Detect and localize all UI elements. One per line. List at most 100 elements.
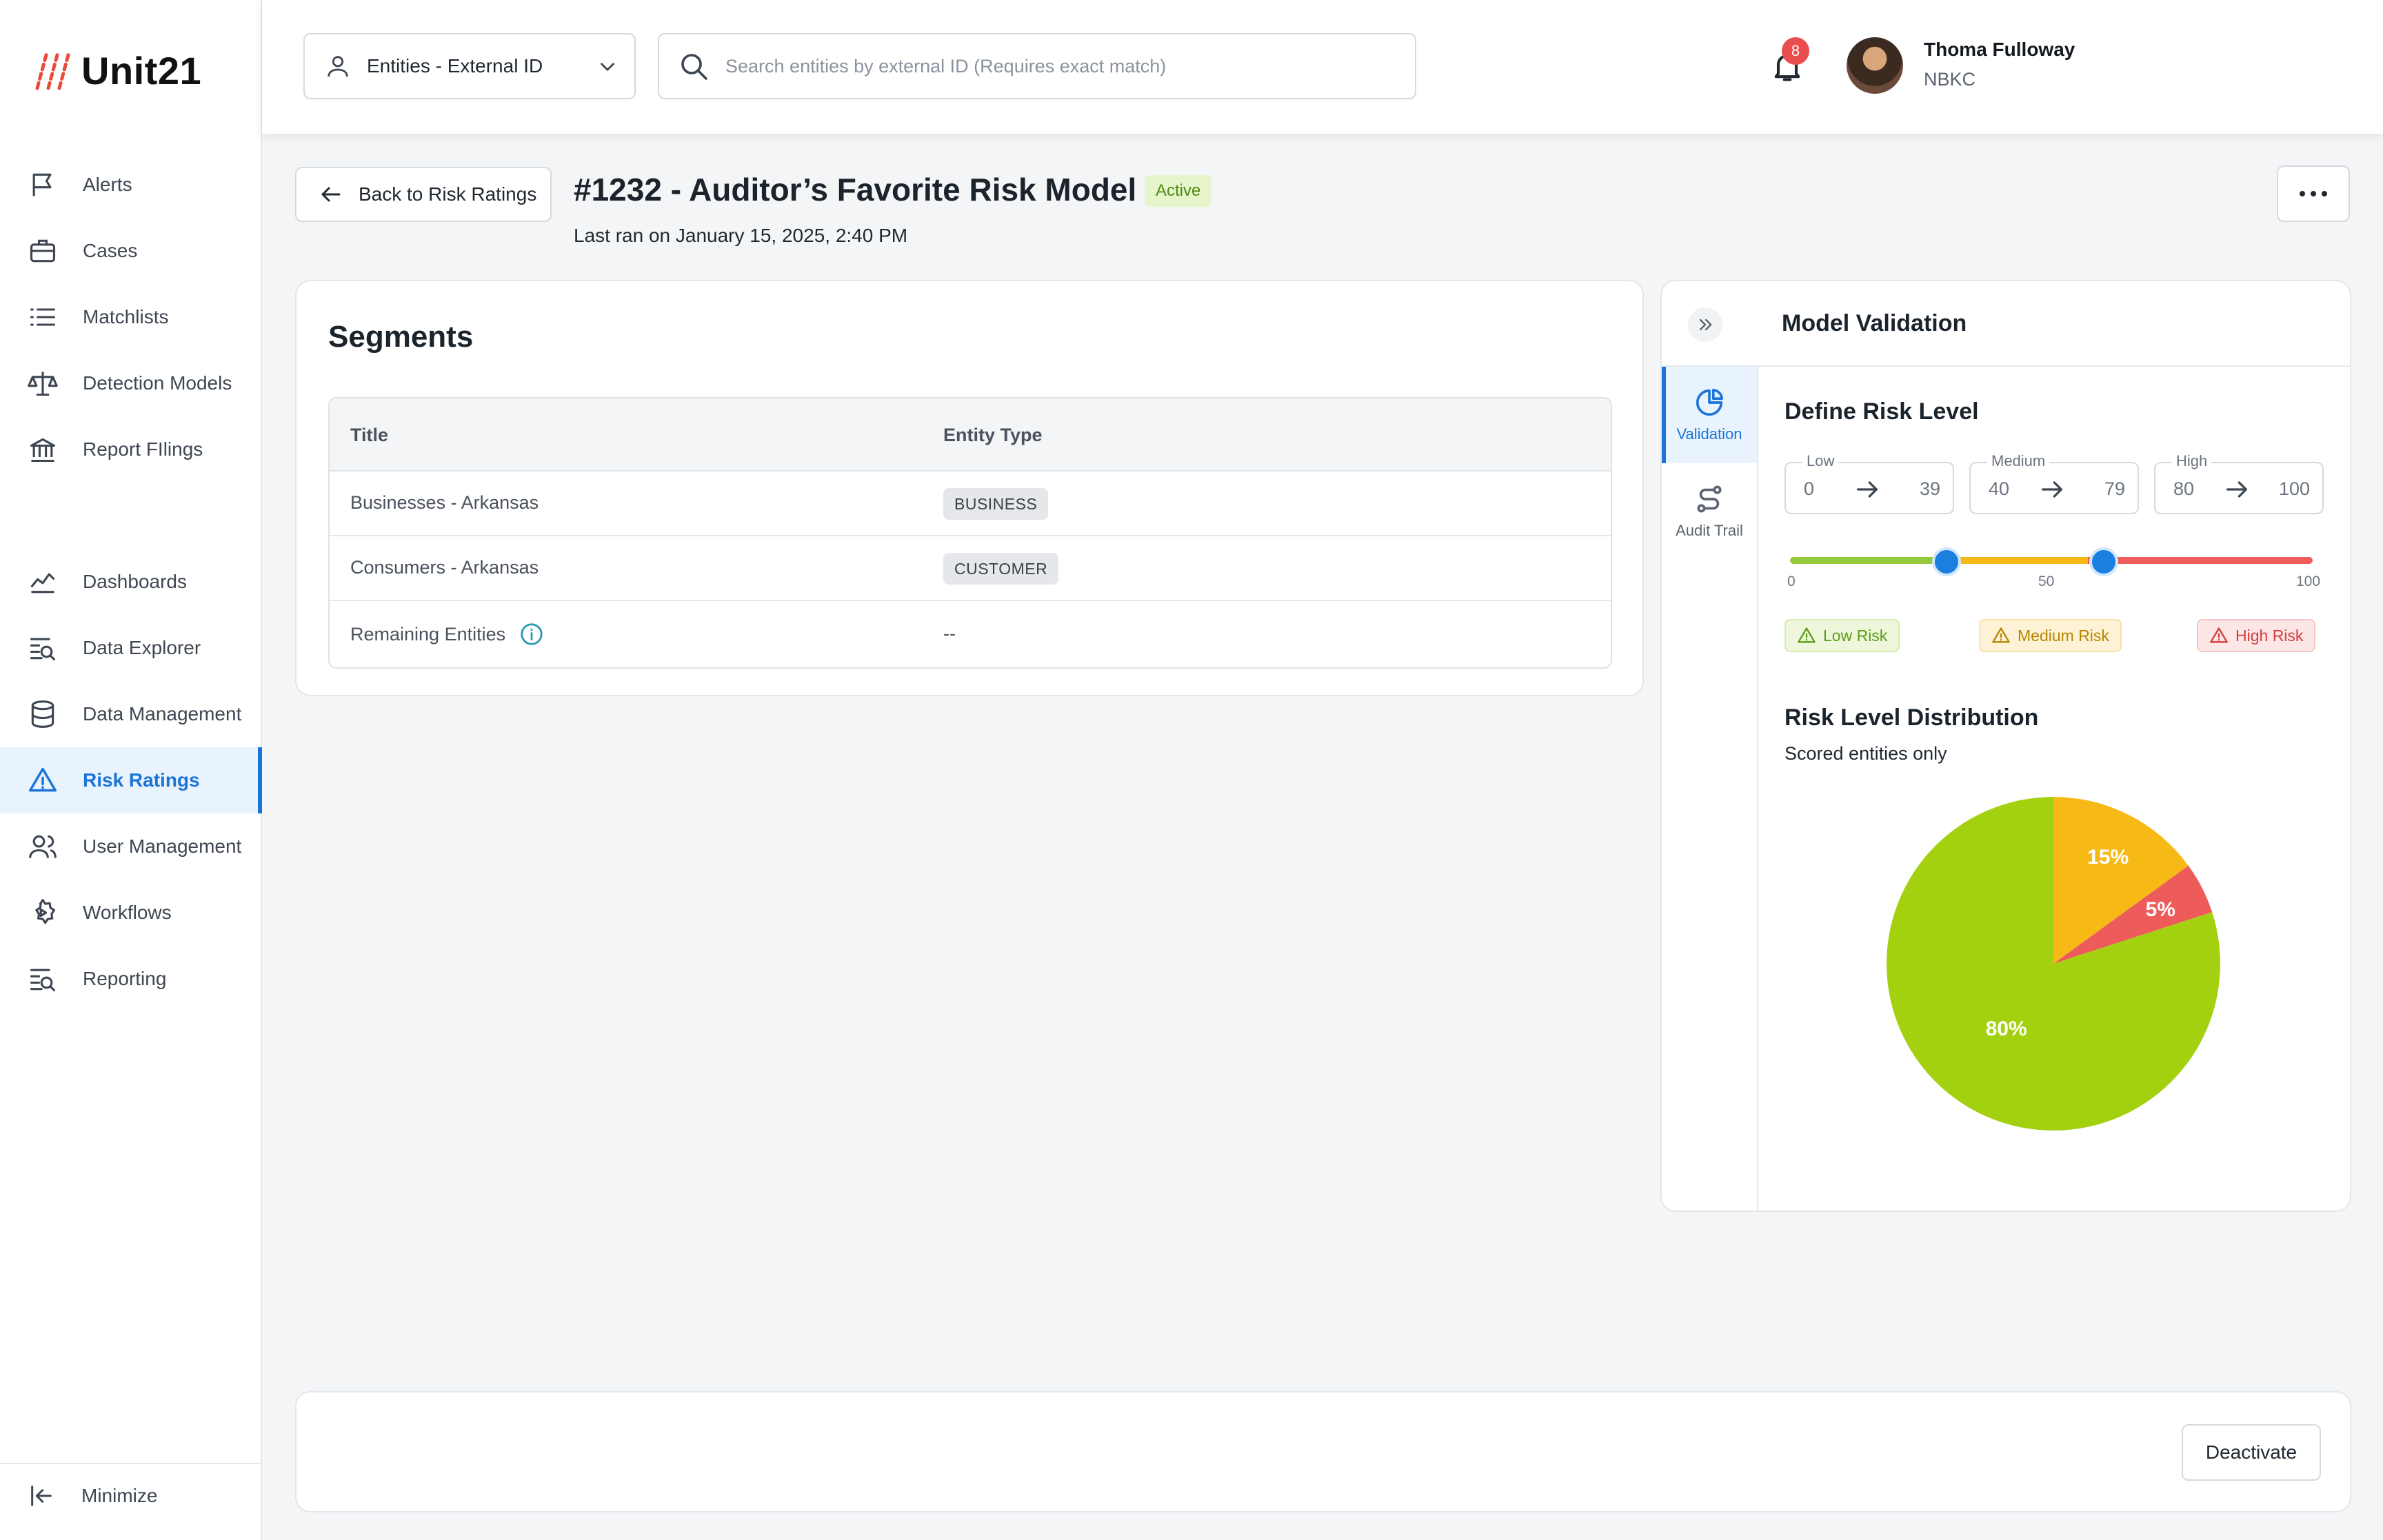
deactivate-button[interactable]: Deactivate bbox=[2182, 1424, 2321, 1481]
entity-type-cell: CUSTOMER bbox=[943, 553, 1059, 585]
sidebar-item-report-filings[interactable]: Report FIlings bbox=[0, 416, 262, 483]
pie-slice[interactable] bbox=[2053, 865, 2213, 964]
sidebar-divider bbox=[0, 1463, 262, 1464]
page-title: #1232 - Auditor’s Favorite Risk Model bbox=[574, 172, 1137, 207]
back-to-risk-ratings-button[interactable]: Back to Risk Ratings bbox=[295, 167, 552, 222]
entity-type-empty: -- bbox=[943, 623, 956, 644]
arrow-right-icon bbox=[2226, 481, 2247, 498]
range-from: 0 bbox=[1804, 478, 1815, 499]
sidebar-item-risk-ratings[interactable]: Risk Ratings bbox=[0, 747, 262, 813]
sidebar-item-label: Reporting bbox=[83, 968, 167, 989]
collapse-panel-button[interactable] bbox=[1688, 307, 1722, 342]
sidebar-item-dashboards[interactable]: Dashboards bbox=[0, 549, 262, 615]
high-risk-chip: High Risk bbox=[2197, 619, 2316, 652]
list-icon bbox=[30, 308, 56, 326]
search-icon bbox=[681, 54, 707, 80]
chip-label: Low Risk bbox=[1823, 626, 1888, 645]
scale-icon bbox=[28, 372, 58, 396]
high-range-field[interactable]: High 80 100 bbox=[2154, 452, 2324, 514]
dot-icon bbox=[2300, 191, 2305, 196]
back-label: Back to Risk Ratings bbox=[359, 183, 537, 205]
chart-line-icon bbox=[30, 573, 55, 594]
low-range-field[interactable]: Low 0 39 bbox=[1784, 452, 1954, 514]
tab-validation[interactable]: Validation bbox=[1662, 367, 1757, 463]
sidebar-item-label: Detection Models bbox=[83, 372, 232, 394]
arrow-right-icon bbox=[2042, 481, 2062, 498]
risk-slider-track[interactable] bbox=[1790, 557, 2313, 564]
chip-label: High Risk bbox=[2235, 626, 2304, 645]
segment-title: Consumers - Arkansas bbox=[350, 557, 539, 578]
chevrons-right-icon bbox=[1699, 318, 1712, 331]
search-input[interactable] bbox=[725, 55, 1387, 77]
user-name: Thoma Fulloway bbox=[1924, 39, 2075, 60]
sidebar-item-label: Data Explorer bbox=[83, 637, 201, 658]
define-risk-level-title: Define Risk Level bbox=[1784, 398, 1979, 425]
sidebar-item-label: Dashboards bbox=[83, 571, 187, 592]
table-row[interactable]: Consumers - Arkansas CUSTOMER bbox=[330, 536, 1611, 601]
sidebar-item-detection-models[interactable]: Detection Models bbox=[0, 350, 262, 416]
sidebar-item-alerts[interactable]: Alerts bbox=[0, 152, 262, 218]
pie-chart-icon bbox=[1696, 388, 1724, 416]
pie-slice-label: 80% bbox=[1986, 1017, 2027, 1040]
sidebar-item-matchlists[interactable]: Matchlists bbox=[0, 284, 262, 350]
sidebar-item-label: Data Management bbox=[83, 703, 242, 725]
pie-slice[interactable] bbox=[1887, 797, 2220, 1131]
route-icon bbox=[1697, 485, 1722, 513]
segment-title-cell: Consumers - Arkansas bbox=[350, 557, 539, 578]
minimize-button[interactable]: Minimize bbox=[28, 1482, 157, 1510]
tab-label: Validation bbox=[1676, 425, 1742, 443]
risk-distribution-subtitle: Scored entities only bbox=[1784, 743, 1947, 764]
logo-text: Unit21 bbox=[81, 48, 202, 92]
avatar[interactable] bbox=[1847, 37, 1903, 94]
entity-type-cell: BUSINESS bbox=[943, 488, 1049, 520]
sidebar-item-reporting[interactable]: Reporting bbox=[0, 946, 262, 1012]
slider-thumb-low-medium[interactable] bbox=[1932, 547, 1962, 576]
sidebar-item-data-explorer[interactable]: Data Explorer bbox=[0, 615, 262, 681]
warning-icon bbox=[2210, 627, 2228, 643]
tab-audit-trail[interactable]: Audit Trail bbox=[1662, 463, 1757, 560]
entity-type-tag: BUSINESS bbox=[943, 488, 1049, 520]
tab-label: Audit Trail bbox=[1676, 522, 1743, 539]
entity-type-tag: CUSTOMER bbox=[943, 553, 1059, 585]
table-row[interactable]: Businesses - Arkansas BUSINESS bbox=[330, 472, 1611, 536]
risk-distribution-pie-chart: 15% 5% 80% bbox=[1887, 797, 2220, 1131]
pie-slice-label: 15% bbox=[2087, 846, 2129, 869]
info-icon[interactable] bbox=[519, 622, 544, 647]
sidebar-item-label: User Management bbox=[83, 835, 242, 857]
pie-slice-label: 5% bbox=[2146, 898, 2175, 921]
medium-risk-chip: Medium Risk bbox=[1979, 619, 2122, 652]
users-icon bbox=[29, 835, 57, 858]
slider-thumb-medium-high[interactable] bbox=[2089, 547, 2118, 576]
arrow-right-icon bbox=[1857, 481, 1878, 498]
validation-tabs: Validation Audit Trail bbox=[1662, 367, 1758, 1210]
segments-card: Segments Title Entity Type Businesses - … bbox=[295, 280, 1644, 696]
sidebar-item-workflows[interactable]: Workflows bbox=[0, 880, 262, 946]
pie-slice[interactable] bbox=[2053, 797, 2189, 964]
collapse-left-icon bbox=[31, 1486, 52, 1506]
database-icon bbox=[31, 700, 54, 728]
table-row[interactable]: Remaining Entities -- bbox=[330, 601, 1611, 666]
sidebar-item-data-management[interactable]: Data Management bbox=[0, 681, 262, 747]
flag-icon bbox=[32, 173, 52, 196]
column-header-entity-type: Entity Type bbox=[943, 425, 1043, 445]
range-label: Low bbox=[1802, 452, 1839, 470]
top-bar: Entities - External ID bbox=[262, 0, 2383, 134]
dot-icon bbox=[2322, 191, 2327, 196]
validation-title: Model Validation bbox=[1782, 310, 1967, 336]
entity-type-select[interactable]: Entities - External ID bbox=[303, 33, 636, 99]
last-ran-text: Last ran on January 15, 2025, 2:40 PM bbox=[574, 225, 908, 246]
warning-icon bbox=[1992, 627, 2010, 643]
range-to: 100 bbox=[2278, 478, 2310, 499]
sidebar-item-cases[interactable]: Cases bbox=[0, 218, 262, 284]
more-options-button[interactable] bbox=[2277, 165, 2350, 222]
medium-range-field[interactable]: Medium 40 79 bbox=[1969, 452, 2139, 514]
range-from: 40 bbox=[1989, 478, 2010, 499]
unit21-logo[interactable]: Unit21 bbox=[28, 48, 201, 92]
arrow-left-icon bbox=[321, 187, 341, 202]
sidebar-item-user-management[interactable]: User Management bbox=[0, 813, 262, 880]
sidebar-item-label: Report FIlings bbox=[83, 438, 203, 460]
sidebar: Unit21 Alerts Cases Matchlists Detection… bbox=[0, 0, 262, 1540]
segment-title: Remaining Entities bbox=[350, 623, 506, 645]
range-label: High bbox=[2172, 452, 2212, 470]
range-to: 39 bbox=[1919, 478, 1940, 499]
